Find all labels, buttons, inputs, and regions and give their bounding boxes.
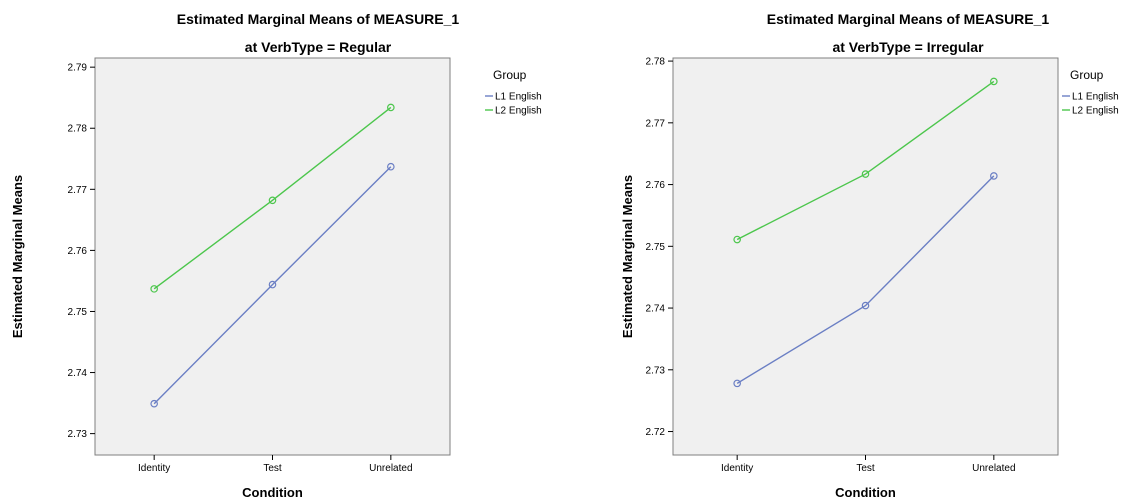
y-axis-title: Estimated Marginal Means	[10, 175, 25, 338]
data-point	[733, 379, 741, 388]
legend-label: L1 English	[495, 92, 542, 103]
plot-area	[672, 57, 1059, 456]
x-axis-title: Condition	[242, 485, 303, 500]
x-tick-label: Test	[263, 463, 282, 474]
x-tick-label: Unrelated	[369, 463, 412, 474]
data-point	[268, 280, 277, 289]
x-tick-label: Identity	[138, 463, 170, 474]
y-tick-label: 2.77	[646, 118, 666, 129]
chart-subtitle: at VerbType = Regular	[245, 39, 392, 55]
y-tick-label: 2.72	[646, 427, 666, 438]
y-tick-label: 2.73	[646, 365, 666, 376]
data-point	[990, 77, 998, 86]
legend-title: Group	[493, 68, 527, 82]
y-tick-label: 2.78	[68, 124, 88, 135]
y-tick-label: 2.76	[646, 180, 666, 191]
series-line-2	[736, 80, 995, 241]
y-tick-label: 2.79	[68, 63, 88, 74]
series-line-1	[736, 175, 995, 384]
legend-label: L2 English	[1072, 106, 1119, 117]
y-tick-label: 2.78	[646, 57, 666, 68]
chart-subtitle: at VerbType = Irregular	[832, 39, 984, 55]
legend-label: L1 English	[1072, 92, 1119, 103]
series-line-2	[153, 106, 392, 290]
x-tick-label: Test	[856, 463, 875, 474]
data-point	[387, 162, 395, 171]
y-tick-label: 2.76	[68, 246, 88, 257]
y-tick-label: 2.74	[68, 368, 88, 379]
data-point	[150, 399, 158, 408]
y-tick-label: 2.75	[68, 307, 88, 318]
data-point	[268, 196, 277, 205]
y-tick-label: 2.73	[68, 429, 88, 440]
chart-title: Estimated Marginal Means of MEASURE_1	[177, 11, 460, 27]
data-point	[861, 301, 870, 310]
series-line-1	[153, 166, 392, 405]
plot-area	[94, 57, 451, 456]
x-tick-label: Unrelated	[972, 463, 1015, 474]
y-tick-label: 2.77	[68, 185, 88, 196]
x-tick-label: Identity	[721, 463, 753, 474]
y-axis-title: Estimated Marginal Means	[620, 175, 635, 338]
chart-panel-1: Estimated Marginal Means of MEASURE_1at …	[620, 11, 1119, 500]
data-point	[387, 103, 395, 112]
data-point	[733, 235, 741, 244]
legend-title: Group	[1070, 68, 1104, 82]
x-axis-title: Condition	[835, 485, 896, 500]
data-point	[990, 172, 998, 180]
legend-label: L2 English	[495, 106, 542, 117]
chart-title: Estimated Marginal Means of MEASURE_1	[767, 11, 1050, 27]
data-point	[861, 170, 870, 178]
y-tick-label: 2.75	[646, 242, 666, 253]
data-point	[150, 285, 158, 293]
y-tick-label: 2.74	[646, 304, 666, 315]
chart-panel-0: Estimated Marginal Means of MEASURE_1at …	[10, 11, 542, 500]
